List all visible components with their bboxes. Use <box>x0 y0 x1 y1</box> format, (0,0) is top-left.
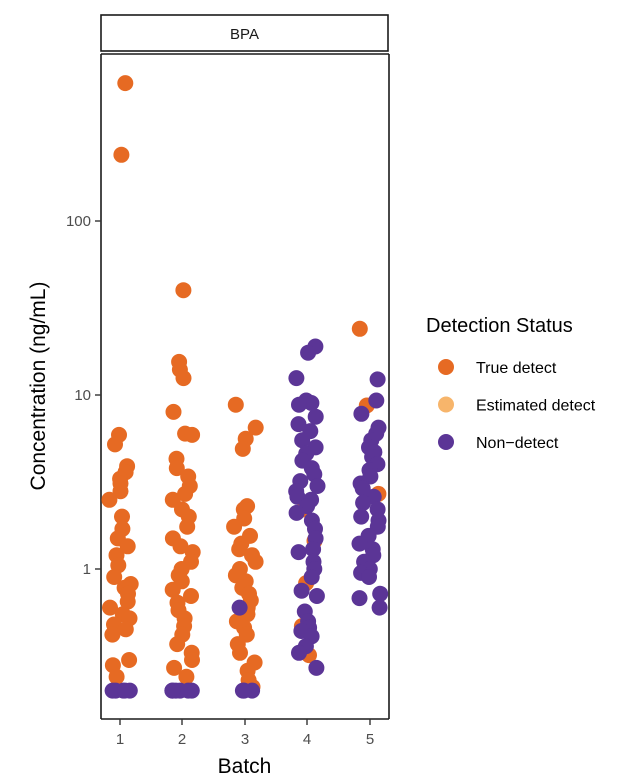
data-point <box>177 485 194 502</box>
data-point <box>294 432 311 449</box>
data-point <box>354 480 371 497</box>
y-tick-label: 10 <box>74 387 91 404</box>
legend-label: Non−detect <box>476 435 559 452</box>
data-point <box>351 535 368 552</box>
legend: Detection Status True detect Estimated de… <box>426 315 596 452</box>
legend-title: Detection Status <box>426 315 573 337</box>
data-point <box>234 440 251 457</box>
x-tick-label: 5 <box>366 731 374 748</box>
data-point <box>102 599 118 616</box>
facet-strip-box <box>100 14 389 52</box>
data-point <box>172 538 189 555</box>
data-point <box>166 659 183 676</box>
data-point <box>371 599 388 616</box>
x-tick-label: 2 <box>178 731 186 748</box>
data-point <box>184 652 200 668</box>
y-tick-label: 1 <box>83 561 91 578</box>
data-point <box>113 146 130 163</box>
data-point <box>117 75 134 92</box>
data-point <box>307 408 324 425</box>
data-point <box>101 491 118 508</box>
data-point <box>300 344 317 361</box>
data-point <box>164 682 181 699</box>
data-point <box>117 621 134 638</box>
y-axis-ticks: 1 10 100 <box>66 213 101 578</box>
data-point <box>231 541 248 558</box>
legend-label: True detect <box>476 360 557 377</box>
y-axis-title: Concentration (ng/mL) <box>27 282 50 491</box>
data-point <box>355 494 372 511</box>
data-point <box>368 392 385 409</box>
legend-key <box>438 434 454 450</box>
data-point <box>288 504 305 521</box>
legend-key <box>438 359 454 375</box>
data-point <box>175 282 192 299</box>
data-point <box>117 682 133 699</box>
data-point <box>305 541 322 558</box>
data-point <box>236 682 252 699</box>
data-point <box>106 569 123 585</box>
x-axis-title: Batch <box>218 755 272 778</box>
data-point <box>104 682 121 699</box>
data-point <box>293 582 310 599</box>
data-point <box>119 593 136 610</box>
data-point <box>169 636 186 653</box>
data-point <box>119 538 136 555</box>
facet-strip-label: BPA <box>230 26 259 43</box>
data-point <box>291 396 307 413</box>
data-point <box>183 682 200 699</box>
x-tick-label: 3 <box>241 731 249 748</box>
data-point <box>290 544 307 561</box>
x-tick-label: 4 <box>303 731 311 748</box>
data-point <box>183 588 199 604</box>
data-point <box>226 518 243 535</box>
data-point <box>369 371 386 388</box>
data-point <box>179 518 196 535</box>
data-points <box>101 75 389 699</box>
data-point <box>114 508 130 525</box>
data-point <box>184 426 201 443</box>
data-point <box>308 659 325 676</box>
y-tick-label: 100 <box>66 213 91 230</box>
data-point <box>288 370 305 387</box>
data-point <box>164 581 181 598</box>
data-point <box>353 405 370 422</box>
data-point <box>351 590 368 607</box>
legend-label: Estimated detect <box>476 398 596 415</box>
data-point <box>351 320 368 337</box>
data-point <box>290 416 307 433</box>
data-point <box>112 483 129 500</box>
x-axis-ticks: 1 2 3 4 5 <box>116 719 374 748</box>
data-point <box>178 668 195 685</box>
data-point <box>309 478 326 494</box>
facet-strip: BPA <box>100 14 389 52</box>
x-tick-label: 1 <box>116 731 124 748</box>
data-point <box>361 569 377 585</box>
data-point <box>108 668 125 685</box>
data-point <box>291 644 307 661</box>
data-point <box>247 419 264 436</box>
legend-key <box>438 396 454 413</box>
data-point <box>308 588 325 604</box>
data-point <box>231 599 248 616</box>
data-point <box>232 644 248 661</box>
data-point <box>168 460 185 477</box>
data-point <box>175 370 192 387</box>
data-point <box>165 403 182 420</box>
data-point <box>303 569 320 585</box>
data-point <box>121 652 138 668</box>
data-point <box>227 396 244 413</box>
data-point <box>104 626 121 643</box>
data-point <box>353 508 370 525</box>
data-point <box>247 553 264 570</box>
data-point <box>303 395 320 411</box>
data-point <box>372 585 389 602</box>
data-point <box>107 436 123 453</box>
